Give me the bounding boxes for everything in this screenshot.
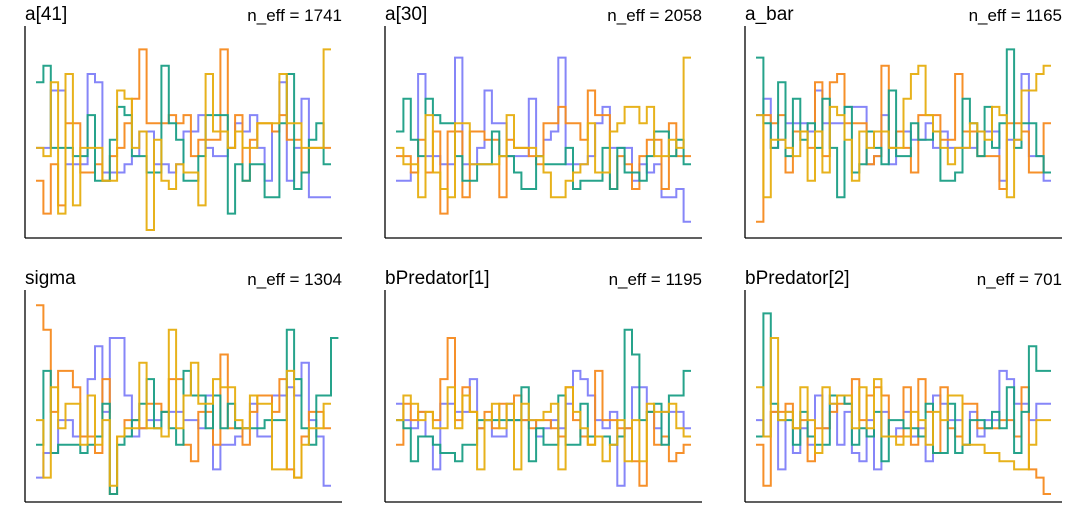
panel-title: a[41] — [25, 4, 68, 25]
panel-title: bPredator[1] — [385, 268, 490, 289]
chain-1-rank-line — [756, 369, 1051, 471]
chain-4-rank-line — [36, 48, 331, 231]
plot-a30 — [384, 26, 702, 239]
panel-bpredator-2: bPredator[2] n_eff = 701 — [720, 264, 1080, 528]
plot-bpredator-1 — [384, 290, 702, 503]
panel-title: a[30] — [385, 4, 428, 25]
chain-3-rank-line — [756, 48, 1051, 199]
panel-a30: a[30] n_eff = 2058 — [360, 0, 720, 264]
n-eff-label: n_eff = 1195 — [608, 270, 702, 289]
chain-4-rank-line — [396, 56, 691, 199]
panel-a-bar: a_bar n_eff = 1165 — [720, 0, 1080, 264]
chain-4-rank-line — [756, 337, 1051, 471]
chain-4-rank-line — [396, 386, 691, 471]
n-eff-label: n_eff = 1741 — [247, 6, 342, 25]
n-eff-label: n_eff = 2058 — [607, 6, 702, 25]
panel-title: a_bar — [745, 4, 794, 25]
panel-title: sigma — [25, 268, 76, 289]
plot-sigma — [24, 290, 342, 503]
chain-4-rank-line — [756, 64, 1051, 199]
chain-4-rank-line — [36, 328, 331, 487]
n-eff-label: n_eff = 701 — [976, 270, 1062, 289]
plot-a41 — [24, 26, 342, 239]
plot-a-bar — [744, 26, 1062, 239]
panel-title: bPredator[2] — [745, 268, 850, 289]
panel-bpredator-1: bPredator[1] n_eff = 1195 — [360, 264, 720, 528]
n-eff-label: n_eff = 1165 — [968, 6, 1062, 25]
plot-bpredator-2 — [744, 290, 1062, 503]
panel-sigma: sigma n_eff = 1304 — [0, 264, 360, 528]
chain-2-rank-line — [36, 48, 331, 215]
n-eff-label: n_eff = 1304 — [247, 270, 342, 289]
panel-a41: a[41] n_eff = 1741 — [0, 0, 360, 264]
chain-2-rank-line — [756, 378, 1051, 495]
chain-1-rank-line — [396, 56, 691, 223]
chain-3-rank-line — [756, 312, 1051, 463]
